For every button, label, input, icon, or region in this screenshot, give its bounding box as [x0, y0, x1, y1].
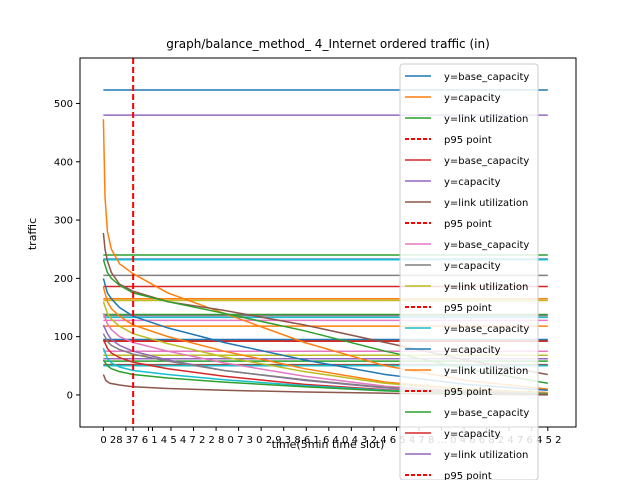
legend-entry-label: y=capacity [444, 177, 501, 188]
y-tick-label: 400 [54, 157, 73, 168]
axis-ticks: 0 100 200 300 400 500 0 28 37 6 1 4 5 4 7 2 2 … [54, 99, 562, 446]
legend-entry-label: y=base_capacity [444, 72, 529, 83]
y-tick-label: 300 [54, 216, 73, 227]
legend-entry-label: p95 point [444, 135, 492, 146]
legend-entry-label: p95 point [444, 219, 492, 230]
legend-entry-label: p95 point [444, 387, 492, 398]
y-tick-label: 100 [54, 332, 73, 343]
legend-entry-label: y=link utilization [444, 282, 528, 293]
chart-title: graph/balance_method_ 4_Internet ordered… [166, 37, 490, 51]
legend-entry-label: y=link utilization [444, 198, 528, 209]
legend-entry-label: y=capacity [444, 93, 501, 104]
legend-entry-label: p95 point [444, 303, 492, 314]
decay-series-line-1 [102, 119, 548, 390]
legend-box [399, 63, 539, 480]
legend-entry-label: y=capacity [444, 345, 501, 356]
legend-entry-label: y=base_capacity [444, 324, 529, 335]
legend-entry-label: y=base_capacity [444, 408, 529, 419]
y-tick-label: 500 [54, 99, 73, 110]
legend: y=base_capacity y=capacity y=link utilizat… [399, 63, 539, 480]
legend-entry-label: y=base_capacity [444, 240, 529, 251]
legend-entry-label: y=link utilization [444, 114, 528, 125]
y-tick-label: 0 [67, 390, 73, 401]
legend-entry-label: y=link utilization [444, 366, 528, 377]
decay-series-line-2 [102, 232, 548, 376]
legend-entry-label: y=capacity [444, 429, 501, 440]
legend-entry-label: p95 point [444, 471, 492, 480]
y-axis-label: traffic [26, 218, 39, 250]
x-axis-label: time(5min time slot) [272, 438, 385, 451]
y-tick-label: 200 [54, 274, 73, 285]
legend-entry-label: y=capacity [444, 261, 501, 272]
legend-entry-label: y=link utilization [444, 450, 528, 461]
x-tick-labels: 0 28 37 6 1 4 5 4 7 2 2 8 0 7 3 0 2 9 3 … [100, 435, 561, 446]
axes-frame [79, 57, 577, 428]
legend-entry-label: y=base_capacity [444, 156, 529, 167]
